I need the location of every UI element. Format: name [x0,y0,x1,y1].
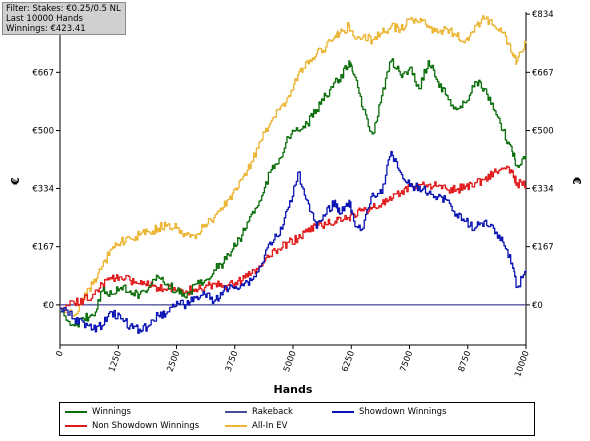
x-tick-label: 0 [55,350,66,359]
y-tick-label-left: €167 [32,243,54,253]
legend-label: Showdown Winnings [359,407,447,417]
series-line-showdown-winnings [60,150,527,334]
y-tick-label-left: €667 [32,68,54,78]
y-tick-label-right: €167 [532,243,554,253]
winnings-text: Winnings: €423.41 [6,24,86,34]
series-line-winnings [60,58,527,328]
legend-label: Winnings [92,407,131,417]
legend-swatch [332,411,354,413]
filter-info-box: Filter: Stakes: €0.25/0.5 NL Last 10000 … [2,2,126,35]
y-axis-right: €0 €167 €334 €500 €667 €834 [526,10,554,311]
legend-swatch [65,425,87,427]
legend-label: Non Showdown Winnings [92,421,200,431]
x-tick-label: 3750 [224,350,241,374]
legend: Winnings Rakeback Showdown Winnings Non … [59,402,535,436]
y-tick-label-left: €500 [32,127,54,137]
y-tick-label-left: €334 [32,184,54,194]
series-line-non-showdown-winnings [60,165,527,312]
x-tick-label: 2500 [166,350,183,374]
x-tick-label: 10000 [513,350,532,379]
plot-area [60,12,526,345]
y-tick-label-right: €667 [532,68,554,78]
y-axis-title-left: € [9,177,22,186]
y-tick-label-right: €500 [532,127,554,137]
legend-swatch [225,425,247,427]
x-axis-title: Hands [274,383,313,396]
x-axis: 0 1250 2500 3750 5000 6250 7500 8750 10000 [55,345,532,378]
x-tick-label: 1250 [107,350,124,374]
y-tick-label-right: €834 [532,10,554,20]
legend-label: Rakeback [252,407,293,417]
y-tick-label-right: €334 [532,184,554,194]
y-tick-label-left: €0 [43,301,54,311]
last-hands-text: Last 10000 Hands [6,14,83,24]
y-axis-title-right: € [570,176,583,185]
legend-swatch [225,411,247,413]
legend-swatch [65,411,87,413]
filter-text: Filter: Stakes: €0.25/0.5 NL [6,4,121,14]
legend-label: All-In EV [252,421,288,431]
y-axis-left: €0€167€334€500€667€834 [32,10,60,311]
series-layer [60,15,527,334]
x-tick-label: 8750 [457,350,474,374]
y-tick-label-right: €0 [532,301,543,311]
x-tick-label: 5000 [282,350,299,374]
series-line-all-in-ev [60,15,527,317]
x-tick-label: 6250 [340,350,357,374]
x-tick-label: 7500 [399,350,416,374]
